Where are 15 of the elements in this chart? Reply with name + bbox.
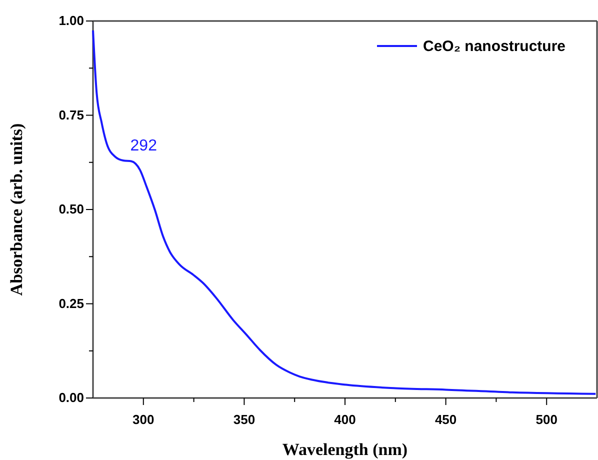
x-tick-label: 300: [132, 412, 154, 427]
y-tick-label: 1.00: [58, 13, 84, 28]
x-tick-label: 400: [334, 412, 356, 427]
x-tick-label: 500: [536, 412, 558, 427]
legend-label: CeO₂ nanostructure: [423, 38, 566, 55]
y-tick-label: 0.75: [58, 107, 84, 122]
x-axis-title: Wavelength (nm): [282, 440, 408, 459]
annotation: 292: [130, 137, 158, 154]
line-series: [92, 29, 597, 395]
y-tick-label: 0.00: [58, 390, 84, 406]
x-tick-label: 350: [233, 412, 256, 427]
y-tick-label: 0.25: [58, 296, 84, 311]
y-tick-label: 0.50: [58, 202, 84, 217]
y-axis-title: Absorbance (arb. units): [7, 123, 26, 296]
x-tick-label: 450: [434, 412, 457, 427]
